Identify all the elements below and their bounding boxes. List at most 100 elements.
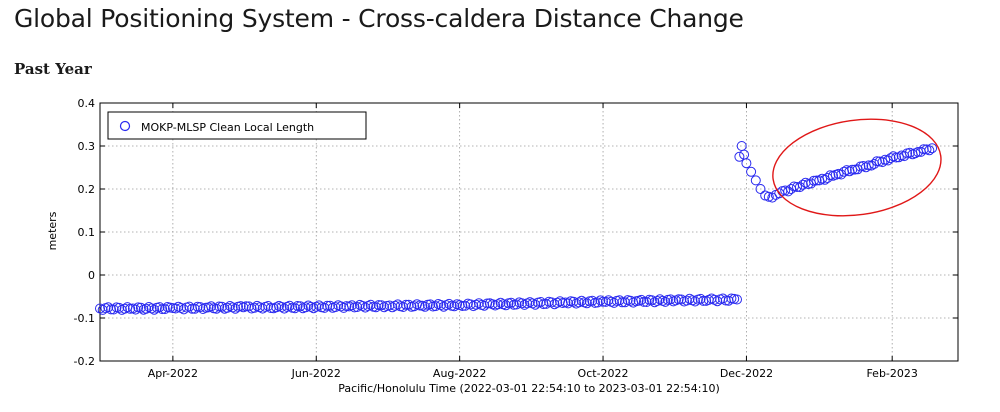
annotation-layer: [772, 118, 942, 217]
data-point: [401, 299, 411, 310]
data-point: [734, 151, 745, 162]
data-point: [546, 297, 557, 308]
data-point: [763, 191, 774, 202]
data-point: [103, 302, 114, 313]
data-point: [755, 184, 766, 194]
data-point: [620, 297, 630, 308]
data-point: [257, 303, 268, 314]
data-point: [581, 298, 592, 309]
data-point: [376, 300, 387, 311]
x-tick-label: Oct-2022: [578, 367, 629, 380]
data-point: [214, 301, 225, 312]
data-point: [149, 304, 160, 315]
page-title: Global Positioning System - Cross-calder…: [14, 4, 744, 33]
data-point: [341, 301, 352, 312]
data-point: [195, 302, 206, 313]
data-point: [471, 299, 482, 310]
data-point: [300, 302, 311, 313]
data-point: [460, 300, 471, 311]
data-point: [609, 297, 619, 308]
data-point: [792, 182, 802, 192]
data-point: [390, 300, 400, 311]
y-tick-label: 0.2: [78, 183, 96, 196]
data-point: [500, 300, 511, 311]
data-point: [227, 302, 238, 313]
data-point: [271, 302, 282, 313]
data-point: [732, 294, 742, 305]
data-point: [576, 295, 587, 306]
data-point: [681, 295, 692, 306]
data-point: [695, 293, 706, 304]
data-point: [398, 302, 409, 312]
data-point: [106, 304, 116, 315]
data-point: [860, 162, 871, 173]
data-point: [541, 298, 552, 309]
data-point: [335, 301, 346, 312]
data-point: [519, 299, 530, 310]
data-point: [303, 300, 314, 311]
data-point: [676, 294, 687, 305]
data-point: [322, 300, 333, 311]
data-point: [673, 294, 684, 305]
data-point: [625, 295, 636, 306]
data-point: [750, 175, 761, 186]
data-point: [311, 301, 322, 312]
data-point: [430, 301, 441, 312]
data-point: [154, 302, 165, 313]
data-point: [555, 296, 565, 307]
data-point: [189, 303, 200, 314]
data-point: [290, 303, 300, 314]
data-point: [522, 298, 533, 309]
data-point: [141, 303, 152, 314]
data-point: [249, 302, 260, 313]
data-point: [927, 143, 938, 154]
data-point: [506, 297, 517, 308]
data-point: [660, 296, 671, 307]
data-point: [292, 301, 303, 311]
data-point: [438, 301, 449, 312]
data-point: [482, 298, 493, 309]
data-point: [595, 295, 606, 306]
y-tick-label: 0.4: [78, 97, 96, 110]
data-point: [600, 296, 611, 307]
x-tick-label: Feb-2023: [866, 367, 917, 380]
data-point: [360, 302, 371, 313]
data-point: [444, 298, 454, 309]
section-title: Past Year: [14, 60, 92, 78]
data-point: [206, 301, 217, 312]
data-point: [365, 299, 376, 310]
data-point: [173, 301, 184, 312]
data-point: [241, 301, 252, 312]
data-point: [346, 300, 357, 311]
data-point: [797, 179, 808, 190]
data-point: [863, 160, 874, 171]
data-point: [352, 302, 363, 312]
data-point: [924, 145, 935, 156]
data-point: [436, 300, 446, 310]
data-point: [95, 303, 105, 314]
data-point: [741, 158, 752, 169]
data-point: [159, 304, 170, 315]
data-point: [869, 159, 880, 169]
data-point: [119, 303, 130, 314]
data-point: [143, 302, 154, 312]
data-point: [665, 294, 676, 305]
data-point: [178, 304, 189, 315]
data-point: [403, 299, 414, 310]
data-point: [130, 304, 141, 315]
grid-layer: [100, 103, 958, 361]
data-point: [511, 299, 522, 310]
data-point: [473, 298, 484, 309]
data-point: [420, 301, 430, 312]
data-point: [587, 295, 598, 306]
data-point: [108, 304, 119, 315]
data-point: [222, 302, 233, 313]
legend-box: [107, 111, 367, 140]
y-axis-label: meters: [46, 211, 59, 250]
data-point: [314, 300, 324, 311]
data-point: [568, 296, 579, 307]
data-point: [891, 152, 902, 163]
x-tick-label: Jun-2022: [291, 367, 341, 380]
data-point: [652, 296, 663, 306]
data-point: [184, 301, 195, 312]
